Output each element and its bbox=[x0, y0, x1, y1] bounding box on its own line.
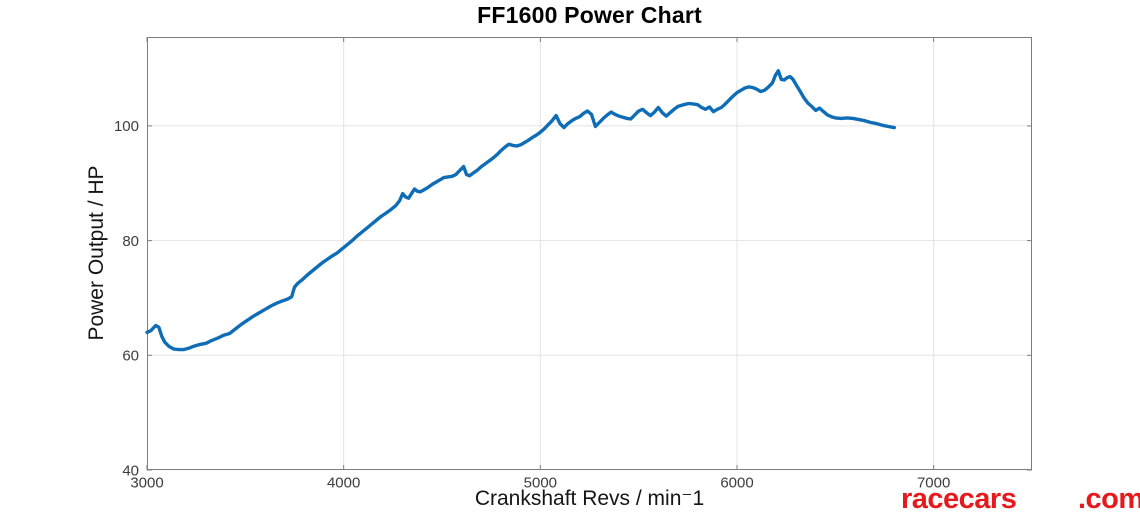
x-tick-label: 5000 bbox=[524, 474, 557, 491]
chart-title: FF1600 Power Chart bbox=[477, 2, 702, 28]
y-axis-label: Power Output / HP bbox=[85, 165, 108, 341]
x-tick-label: 4000 bbox=[327, 474, 360, 491]
axis-box bbox=[147, 37, 1032, 470]
x-tick-label: 7000 bbox=[917, 474, 950, 491]
y-tick-label: 40 bbox=[122, 462, 139, 479]
y-tick-label: 80 bbox=[122, 233, 139, 250]
x-axis-label: Crankshaft Revs / min⁻1 bbox=[474, 487, 705, 510]
watermark-racecars: racecars bbox=[901, 483, 1017, 515]
y-tick-label: 60 bbox=[122, 348, 139, 365]
y-tick-label: 100 bbox=[114, 118, 139, 135]
power-curve bbox=[145, 69, 896, 352]
x-tick-label: 3000 bbox=[130, 474, 163, 491]
watermark-com: .com bbox=[1078, 483, 1140, 515]
plot-area: 3000 4000 5000 6000 7000 40 60 80 100 bbox=[114, 37, 1032, 491]
x-tick-label: 6000 bbox=[720, 474, 753, 491]
